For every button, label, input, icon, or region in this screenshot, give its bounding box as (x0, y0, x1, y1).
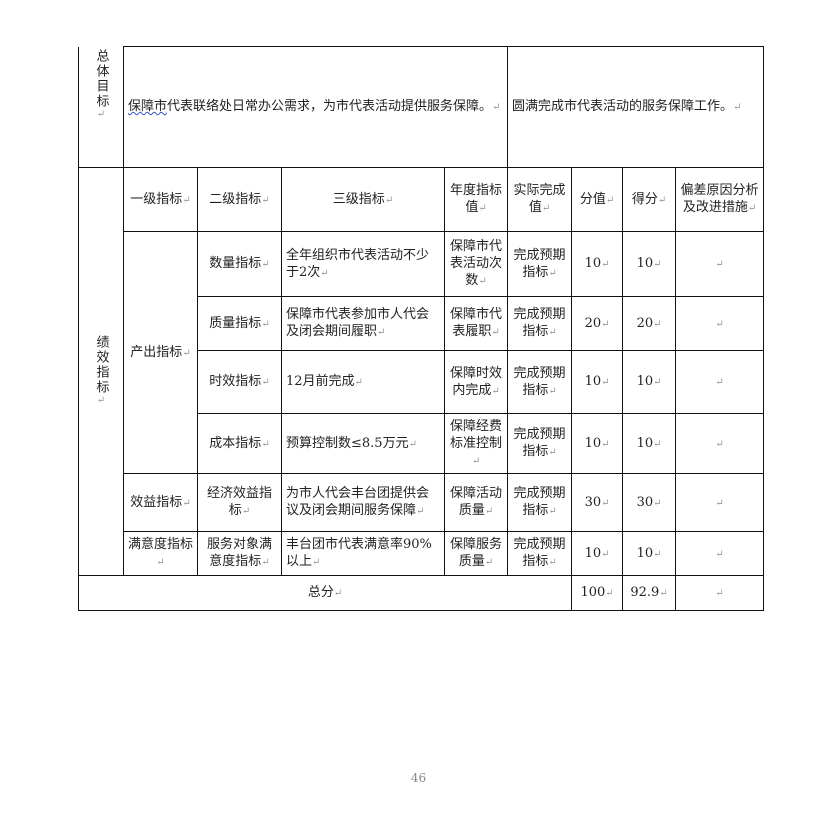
deviation (675, 296, 765, 351)
page-number: 46 (410, 771, 427, 785)
score: 10 (622, 350, 677, 414)
deviation (675, 231, 765, 297)
target: 保障服务质量 (443, 531, 509, 576)
value: 10 (571, 231, 624, 297)
performance-label: 绩效指标 (78, 167, 124, 576)
total-deviation (675, 575, 765, 611)
score: 10 (622, 231, 677, 297)
level3: 12月前完成 (281, 350, 445, 414)
overall-goal-plan: 保障市代表联络处日常办公需求，为市代表活动提供服务保障。 (122, 46, 509, 168)
value: 30 (571, 473, 624, 532)
value: 20 (571, 296, 624, 351)
total-score: 92.9 (622, 575, 677, 611)
table-row: 产出指标 数量指标 全年组织市代表活动不少于2次 保障市代表活动次数 完成预期指… (79, 231, 765, 474)
actual: 完成预期指标 (507, 231, 573, 297)
target: 保障市代表履职 (443, 296, 509, 351)
level2: 经济效益指标 (197, 473, 282, 532)
header-level2: 二级指标 (197, 167, 282, 232)
level2: 成本指标 (197, 413, 282, 474)
header-deviation: 偏差原因分析及改进措施 (675, 167, 765, 232)
table-row: 满意度指标 服务对象满意度指标 丰台团市代表满意率90%以上 保障服务质量 完成… (79, 531, 765, 576)
header-annual-target: 年度指标值 (443, 167, 509, 232)
performance-table: 总体目标 保障市代表联络处日常办公需求，为市代表活动提供服务保障。 圆满完成市代… (77, 46, 765, 611)
overall-goal-label: 总体目标 (78, 46, 124, 168)
target: 保障时效内完成 (443, 350, 509, 414)
overall-goal-actual: 圆满完成市代表活动的服务保障工作。 (507, 46, 765, 168)
table-row: 质量指标 保障市代表参加市人代会及闭会期间履职 保障市代表履职 完成预期指标 2… (79, 296, 765, 351)
plan-text: 代表联络处日常办公需求，为市代表活动提供服务保障。 (167, 99, 500, 114)
performance-label-text: 绩效指标 (93, 335, 110, 408)
level1: 满意度指标 (123, 531, 198, 576)
level3: 预算控制数≤8.5万元 (281, 413, 445, 474)
level3: 为市人代会丰台团提供会议及闭会期间服务保障 (281, 473, 445, 532)
total-value: 100 (571, 575, 624, 611)
level1-output: 产出指标 (123, 231, 198, 474)
header-level3: 三级指标 (281, 167, 445, 232)
score: 10 (622, 531, 677, 576)
level3: 丰台团市代表满意率90%以上 (281, 531, 445, 576)
deviation (675, 473, 765, 532)
level1: 效益指标 (123, 473, 198, 532)
total-row: 总分 100 92.9 (77, 575, 765, 611)
total-label: 总分 (77, 575, 573, 611)
target: 保障市代表活动次数 (443, 231, 509, 297)
level2: 服务对象满意度指标 (197, 531, 282, 576)
header-score-got: 得分 (622, 167, 677, 232)
value: 10 (571, 531, 624, 576)
value: 10 (571, 413, 624, 474)
target: 保障活动质量 (443, 473, 509, 532)
target: 保障经费标准控制 (443, 413, 509, 474)
table-row: 效益指标 经济效益指标 为市人代会丰台团提供会议及闭会期间服务保障 保障活动质量… (79, 473, 765, 532)
level2: 质量指标 (197, 296, 282, 351)
level2: 时效指标 (197, 350, 282, 414)
actual: 完成预期指标 (507, 413, 573, 474)
header-actual-value: 实际完成值 (507, 167, 573, 232)
actual-text: 圆满完成市代表活动的服务保障工作。 (512, 99, 741, 114)
score: 30 (622, 473, 677, 532)
actual: 完成预期指标 (507, 296, 573, 351)
header-level1: 一级指标 (123, 167, 198, 232)
level2: 数量指标 (197, 231, 282, 297)
actual: 完成预期指标 (507, 531, 573, 576)
level3: 保障市代表参加市人代会及闭会期间履职 (281, 296, 445, 351)
level3: 全年组织市代表活动不少于2次 (281, 231, 445, 297)
plan-prefix: 保障市 (128, 99, 168, 114)
table-row: 时效指标 12月前完成 保障时效内完成 完成预期指标 10 10 (79, 350, 765, 414)
overall-goal-label-text: 总体目标 (93, 49, 110, 122)
score: 10 (622, 413, 677, 474)
score: 20 (622, 296, 677, 351)
actual: 完成预期指标 (507, 350, 573, 414)
actual: 完成预期指标 (507, 473, 573, 532)
deviation (675, 350, 765, 414)
deviation (675, 413, 765, 474)
deviation (675, 531, 765, 576)
value: 10 (571, 350, 624, 414)
header-score-value: 分值 (571, 167, 624, 232)
